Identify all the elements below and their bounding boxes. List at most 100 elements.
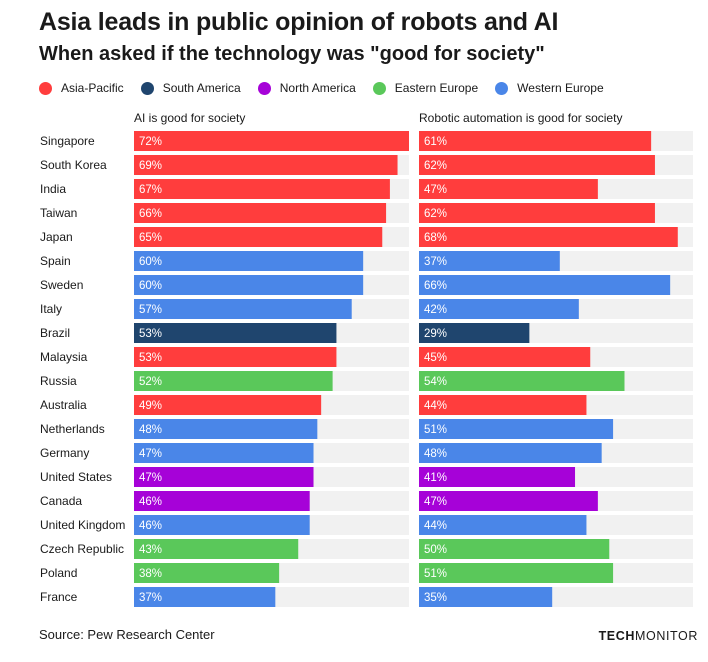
- source-note: Source: Pew Research Center: [39, 627, 215, 642]
- category-label-india: India: [40, 182, 66, 196]
- legend-label-north-america: North America: [279, 81, 356, 95]
- data-label-robotic-italy: 42%: [424, 304, 447, 316]
- category-label-germany: Germany: [40, 446, 89, 460]
- category-label-poland: Poland: [40, 566, 77, 580]
- category-label-spain: Spain: [40, 254, 71, 268]
- data-label-ai-netherlands: 48%: [139, 424, 162, 436]
- data-label-robotic-united-kingdom: 44%: [424, 520, 447, 532]
- data-label-ai-india: 67%: [139, 184, 162, 196]
- bar-ai-czech-republic: [134, 539, 299, 559]
- data-label-ai-czech-republic: 43%: [139, 544, 162, 556]
- category-label-netherlands: Netherlands: [40, 422, 105, 436]
- bar-ai-united-kingdom: [134, 515, 310, 535]
- bar-robotic-india: [419, 179, 598, 199]
- bar-ai-italy: [134, 299, 352, 319]
- legend-item-south-america: South America: [140, 81, 241, 95]
- category-label-malaysia: Malaysia: [40, 350, 88, 364]
- data-label-robotic-czech-republic: 50%: [424, 544, 447, 556]
- data-label-robotic-brazil: 29%: [424, 328, 447, 340]
- bar-robotic-united-states: [419, 467, 576, 487]
- bar-robotic-singapore: [419, 131, 652, 151]
- bar-robotic-italy: [419, 299, 579, 319]
- category-label-brazil: Brazil: [40, 326, 70, 340]
- chart-title: Asia leads in public opinion of robots a…: [39, 8, 559, 36]
- bar-robotic-australia: [419, 395, 587, 415]
- bar-robotic-spain: [419, 251, 560, 271]
- bar-robotic-united-kingdom: [419, 515, 587, 535]
- data-label-robotic-france: 35%: [424, 592, 447, 604]
- legend-label-south-america: South America: [162, 81, 241, 95]
- category-label-czech-republic: Czech Republic: [40, 542, 124, 556]
- data-label-ai-malaysia: 53%: [139, 352, 162, 364]
- data-label-robotic-india: 47%: [424, 184, 447, 196]
- data-label-robotic-germany: 48%: [424, 448, 447, 460]
- bar-robotic-canada: [419, 491, 598, 511]
- legend-label-eastern-europe: Eastern Europe: [394, 81, 479, 95]
- legend-label-western-europe: Western Europe: [517, 81, 604, 95]
- data-label-robotic-spain: 37%: [424, 256, 447, 268]
- category-label-russia: Russia: [40, 374, 77, 388]
- data-label-ai-united-kingdom: 46%: [139, 520, 162, 532]
- bar-ai-germany: [134, 443, 314, 463]
- bar-robotic-czech-republic: [419, 539, 610, 559]
- bar-robotic-france: [419, 587, 553, 607]
- category-label-taiwan: Taiwan: [40, 206, 77, 220]
- brand-logo-part2: MONITOR: [635, 629, 698, 643]
- bar-ai-canada: [134, 491, 310, 511]
- data-label-ai-sweden: 60%: [139, 280, 162, 292]
- legend-item-eastern-europe: Eastern Europe: [372, 81, 479, 95]
- chart-subtitle: When asked if the technology was "good f…: [39, 43, 545, 65]
- data-label-ai-russia: 52%: [139, 376, 162, 388]
- legend-item-asia-pacific: Asia-Pacific: [39, 81, 124, 95]
- category-label-france: France: [40, 590, 78, 604]
- bar-ai-russia: [134, 371, 333, 391]
- bar-robotic-sweden: [419, 275, 671, 295]
- bar-robotic-poland: [419, 563, 614, 583]
- data-label-ai-brazil: 53%: [139, 328, 162, 340]
- bar-ai-malaysia: [134, 347, 337, 367]
- panel-title-robotic-automation: Robotic automation is good for society: [419, 111, 623, 125]
- bar-robotic-malaysia: [419, 347, 591, 367]
- category-label-italy: Italy: [40, 302, 62, 316]
- bar-ai-france: [134, 587, 276, 607]
- data-label-robotic-canada: 47%: [424, 496, 447, 508]
- legend-swatch-asia-pacific: [39, 81, 52, 95]
- data-label-robotic-singapore: 61%: [424, 136, 447, 148]
- data-label-ai-germany: 47%: [139, 448, 162, 460]
- bar-robotic-russia: [419, 371, 625, 391]
- category-label-canada: Canada: [40, 494, 82, 508]
- data-label-robotic-taiwan: 62%: [424, 208, 447, 220]
- data-label-robotic-south-korea: 62%: [424, 160, 447, 172]
- bar-ai-spain: [134, 251, 364, 271]
- data-label-robotic-australia: 44%: [424, 400, 447, 412]
- data-label-robotic-japan: 68%: [424, 232, 447, 244]
- bar-robotic-japan: [419, 227, 678, 247]
- data-label-robotic-poland: 51%: [424, 568, 447, 580]
- legend-item-north-america: North America: [257, 81, 356, 95]
- brand-logo: TECHMONITOR: [599, 629, 698, 643]
- bar-ai-united-states: [134, 467, 314, 487]
- data-label-ai-canada: 46%: [139, 496, 162, 508]
- bar-ai-taiwan: [134, 203, 387, 223]
- bar-ai-brazil: [134, 323, 337, 343]
- category-label-japan: Japan: [40, 230, 73, 244]
- bar-ai-japan: [134, 227, 383, 247]
- legend-swatch-western-europe: [495, 81, 509, 95]
- panel-title-ai: AI is good for society: [134, 111, 246, 125]
- data-label-ai-south-korea: 69%: [139, 160, 162, 172]
- data-label-ai-poland: 38%: [139, 568, 162, 580]
- legend-label-asia-pacific: Asia-Pacific: [61, 81, 124, 95]
- brand-logo-part1: TECH: [598, 629, 635, 643]
- data-label-ai-japan: 65%: [139, 232, 162, 244]
- category-label-australia: Australia: [40, 398, 87, 412]
- bar-robotic-netherlands: [419, 419, 614, 439]
- bar-ai-poland: [134, 563, 280, 583]
- data-label-ai-spain: 60%: [139, 256, 162, 268]
- data-label-robotic-netherlands: 51%: [424, 424, 447, 436]
- legend: Asia-Pacific South America North America…: [39, 79, 621, 97]
- data-label-robotic-united-states: 41%: [424, 472, 447, 484]
- legend-swatch-eastern-europe: [372, 81, 386, 95]
- bar-ai-south-korea: [134, 155, 398, 175]
- category-label-singapore: Singapore: [40, 134, 95, 148]
